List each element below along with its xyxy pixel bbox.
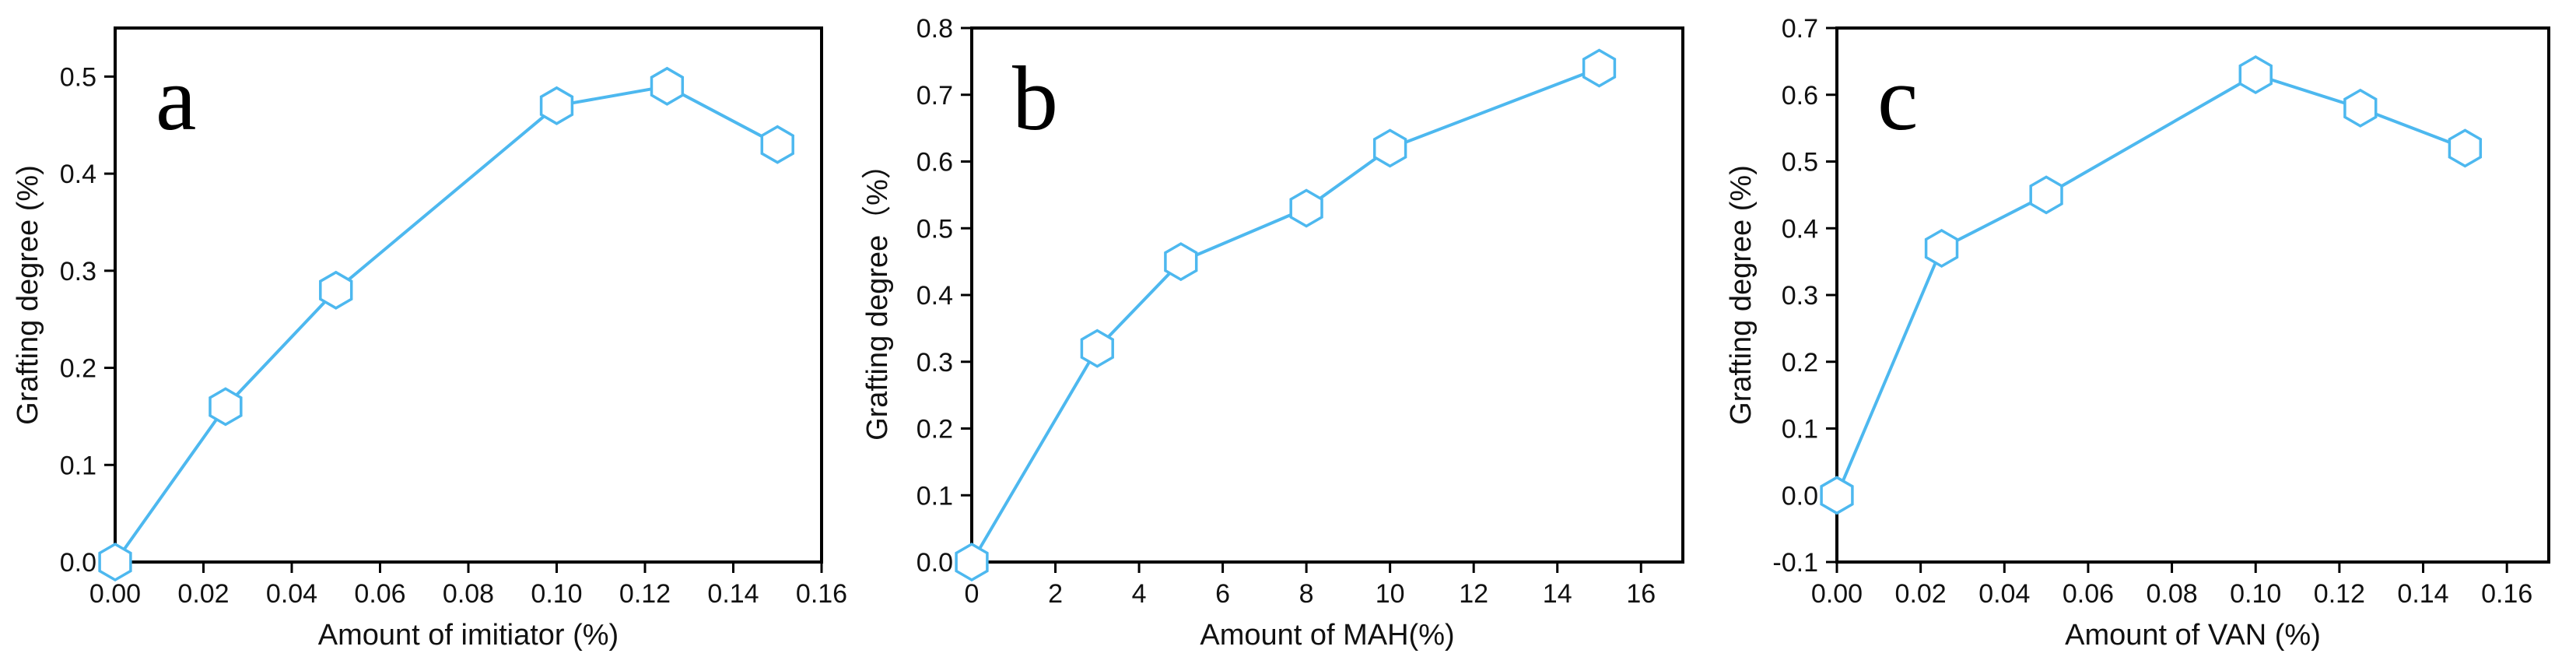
x-tick-label: 0.06 xyxy=(2063,579,2114,609)
x-tick-label: 0.00 xyxy=(1811,579,1863,609)
y-tick-label: 0.6 xyxy=(916,148,953,177)
y-tick-label: 0.3 xyxy=(916,348,953,378)
y-tick-label: 0.0 xyxy=(1782,481,1818,511)
panel-letter: b xyxy=(1012,47,1058,149)
data-point-marker xyxy=(1080,328,1114,368)
series-line xyxy=(1835,72,2466,497)
data-point-marker xyxy=(760,125,794,164)
y-tick-label: 0.3 xyxy=(60,257,96,286)
x-tick-label: 0 xyxy=(965,579,980,609)
y-tick-label: 0.6 xyxy=(1782,81,1818,111)
x-tick-label: 0.12 xyxy=(2314,579,2365,609)
y-axis-label: Grafting degree (%) xyxy=(12,165,44,425)
chart-panel-a: 0.00 0.02 0.04 0.06 0.08 0.10 0.12 0.14 0.16 0.0 0… xyxy=(12,26,847,652)
x-tick-label: 14 xyxy=(1543,579,1572,609)
data-point-marker xyxy=(1924,228,1959,269)
y-tick-label: 0.4 xyxy=(1782,214,1818,244)
series-line xyxy=(970,66,1600,564)
y-tick-label: 0.4 xyxy=(916,281,953,311)
x-tick-label: 0.06 xyxy=(354,579,405,609)
y-tick-label: 0.4 xyxy=(60,160,96,189)
y-tick-label: 0.7 xyxy=(916,81,953,111)
data-point-marker xyxy=(1289,188,1323,228)
data-point-marker xyxy=(2448,128,2483,168)
x-tick-label: 0.14 xyxy=(707,579,759,609)
data-point-marker xyxy=(1372,128,1407,168)
y-tick-label: 0.0 xyxy=(60,548,96,578)
x-tick-label: 4 xyxy=(1132,579,1147,609)
y-axis-label: Grafting degree（%） xyxy=(861,149,894,441)
x-tick-label: 0.10 xyxy=(531,579,582,609)
plot-frame xyxy=(970,26,1684,564)
data-point-marker xyxy=(2029,175,2063,215)
x-tick-label: 10 xyxy=(1376,579,1405,609)
y-tick-label: 0.5 xyxy=(1782,148,1818,177)
y-axis-label: Grafting degree (%) xyxy=(1725,165,1758,425)
x-tick-label: 16 xyxy=(1626,579,1656,609)
x-tick-label: 6 xyxy=(1215,579,1230,609)
chart-panel-b: 0 2 4 6 8 10 12 14 16 0.0 0.1 0.2 0.3 0.4 0.5 0.6 0.7 0.8… xyxy=(861,14,1684,652)
series-line xyxy=(114,84,779,564)
chart-panel-c: 0.00 0.02 0.04 0.06 0.08 0.10 0.12 0.14 0.16 -0.1… xyxy=(1725,14,2550,652)
x-tick-label: 0.04 xyxy=(1978,579,2030,609)
x-tick-label: 0.16 xyxy=(2481,579,2532,609)
data-point-marker xyxy=(955,542,989,582)
x-tick-label: 12 xyxy=(1459,579,1488,609)
y-tick-label: 0.2 xyxy=(916,415,953,444)
x-axis-label: Amount of VAN (%) xyxy=(2065,619,2321,652)
panel-letter: a xyxy=(156,47,196,149)
y-tick-label: 0.1 xyxy=(916,481,953,511)
x-tick-label: 0.16 xyxy=(796,579,847,609)
data-point-marker xyxy=(98,542,132,582)
y-tick-label: 0.2 xyxy=(60,354,96,384)
y-tick-label: 0.5 xyxy=(60,62,96,92)
x-tick-label: 0.04 xyxy=(266,579,317,609)
x-tick-label: 2 xyxy=(1048,579,1063,609)
y-tick-label: 0.8 xyxy=(916,14,953,44)
x-axis-label: Amount of imitiator (%) xyxy=(318,619,619,652)
x-tick-label: 0.02 xyxy=(177,579,229,609)
y-tick-label: 0.5 xyxy=(916,214,953,244)
x-tick-label: 0.02 xyxy=(1895,579,1947,609)
data-point-marker xyxy=(539,86,574,125)
y-tick-label: 0.2 xyxy=(1782,348,1818,378)
data-point-marker xyxy=(2238,54,2273,95)
data-point-marker xyxy=(209,387,243,427)
panel-letter: c xyxy=(1877,47,1918,149)
data-point-marker xyxy=(319,270,353,310)
y-tick-label: -0.1 xyxy=(1772,548,1818,578)
y-tick-label: 0.0 xyxy=(916,548,953,578)
data-point-marker xyxy=(1820,476,1854,515)
y-tick-label: 0.7 xyxy=(1782,14,1818,44)
y-tick-label: 0.3 xyxy=(1782,281,1818,311)
x-tick-label: 0.00 xyxy=(89,579,141,609)
x-tick-label: 0.08 xyxy=(443,579,494,609)
data-point-marker xyxy=(1164,242,1198,282)
plot-frame xyxy=(114,26,823,564)
plot-frame xyxy=(1835,26,2550,564)
y-tick-label: 0.1 xyxy=(60,451,96,480)
y-tick-label: 0.1 xyxy=(1782,415,1818,444)
data-point-marker xyxy=(1582,48,1617,88)
x-tick-label: 0.14 xyxy=(2397,579,2448,609)
x-tick-label: 0.10 xyxy=(2230,579,2281,609)
x-tick-label: 8 xyxy=(1299,579,1314,609)
data-point-marker xyxy=(650,66,685,106)
data-point-marker xyxy=(2343,88,2378,128)
x-tick-label: 0.08 xyxy=(2146,579,2197,609)
x-axis-label: Amount of MAH(%) xyxy=(1200,619,1454,652)
x-tick-label: 0.12 xyxy=(619,579,671,609)
